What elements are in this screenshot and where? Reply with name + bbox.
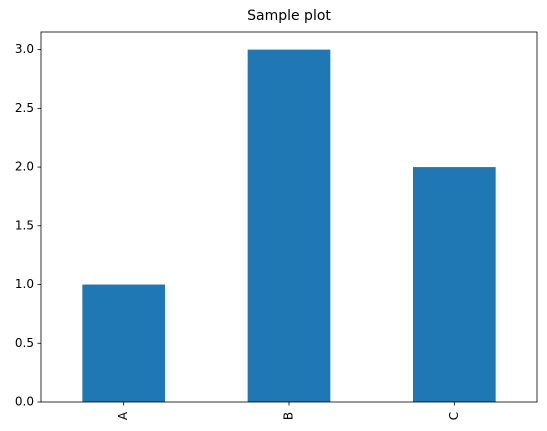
x-tick-label: B	[282, 412, 296, 420]
y-tick-label: 2.0	[15, 160, 34, 174]
plot-frame	[40, 31, 538, 403]
y-tick-label: 0.0	[15, 395, 34, 409]
bar	[413, 167, 496, 402]
bar	[247, 49, 331, 402]
y-tick-label: 1.5	[15, 218, 34, 232]
y-tick-label: 2.5	[15, 101, 34, 115]
bar	[82, 284, 165, 402]
x-tick-label: C	[447, 412, 461, 420]
chart-title: Sample plot	[247, 8, 331, 24]
y-tick-label: 0.5	[15, 336, 34, 350]
y-tick-label: 3.0	[15, 42, 34, 56]
x-tick-label: A	[116, 411, 130, 420]
y-tick-label: 1.0	[15, 277, 34, 291]
